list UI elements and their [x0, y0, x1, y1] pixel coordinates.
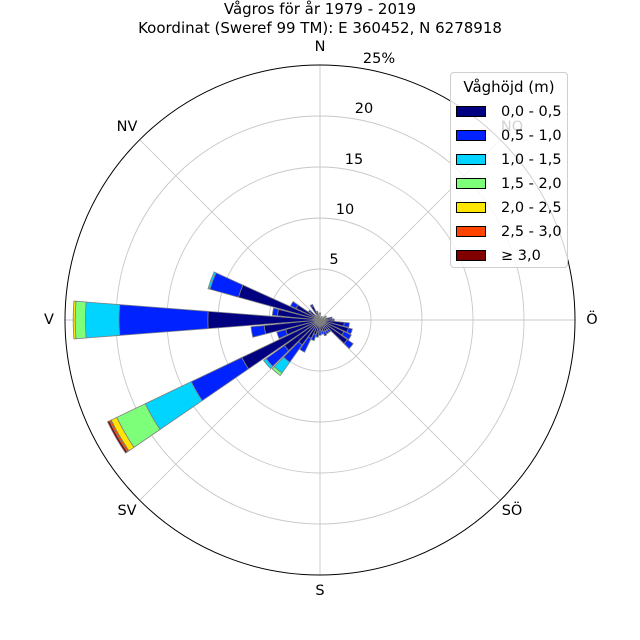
radial-tick-10: 10: [335, 202, 355, 218]
rose-bar-segment: [74, 300, 87, 340]
rose-bar-segment: [343, 321, 350, 328]
legend-label: 0,5 - 1,0: [501, 128, 562, 144]
chart-subtitle: Koordinat (Sweref 99 TM): E 360452, N 62…: [138, 19, 502, 37]
rose-bar-segment: [299, 336, 312, 353]
rose-bar-segment: [322, 330, 328, 337]
rose-bars: [72, 271, 354, 454]
rose-bar-segment: [324, 315, 327, 318]
rose-bar-segment: [207, 271, 217, 290]
legend-swatch: [456, 178, 486, 189]
direction-label-o: Ö: [586, 312, 598, 328]
rose-bar-segment: [319, 315, 323, 321]
radial-tick-20: 20: [354, 101, 374, 117]
grid-spoke: [139, 319, 321, 501]
legend-label: 2,5 - 3,0: [501, 224, 562, 240]
rose-bar-segment: [343, 339, 354, 350]
rose-bar-segment: [271, 366, 283, 377]
grid-spoke: [319, 319, 501, 501]
rose-bar-segment: [331, 318, 335, 322]
rose-bar-segment: [84, 301, 121, 339]
rose-bar-segment: [307, 309, 312, 314]
legend-title: Våghöjd (m): [463, 78, 555, 96]
direction-label-n: N: [314, 39, 326, 55]
legend-swatch: [456, 202, 486, 213]
rose-bar-segment: [290, 301, 299, 310]
direction-label-nv: NV: [116, 119, 138, 135]
rose-bar-segment: [319, 312, 321, 315]
legend-label: ≥ 3,0: [501, 248, 541, 264]
legend-swatch: [456, 226, 486, 237]
legend-swatch: [456, 130, 486, 141]
rose-bar-segment: [190, 356, 250, 402]
radial-tick-15: 15: [344, 152, 364, 168]
rose-bar-segment: [315, 310, 319, 314]
chart-title: Vågros för år 1979 - 2019: [223, 0, 417, 18]
rose-bar-segment: [72, 300, 77, 340]
rose-bar-segment: [320, 330, 325, 335]
legend: Våghöjd (m) 0,0 - 0,5 0,5 - 1,0 1,0 - 1,…: [450, 72, 568, 268]
direction-label-sv: SV: [117, 503, 137, 519]
legend-label: 2,0 - 2,5: [501, 200, 562, 216]
grid-spoke: [139, 139, 321, 321]
rose-bar-segment: [250, 325, 267, 338]
legend-label: 1,0 - 1,5: [501, 152, 562, 168]
direction-label-s: S: [315, 583, 325, 599]
rose-bar-segment: [209, 272, 244, 298]
direction-label-v: V: [44, 312, 54, 328]
direction-label-so: SÖ: [501, 503, 523, 519]
rose-bar-segment: [276, 329, 289, 340]
rose-bar-segment: [309, 303, 314, 308]
legend-swatch: [456, 154, 486, 165]
rose-bar-segment: [346, 327, 353, 335]
rose-bar-segment: [118, 304, 209, 336]
radial-tick-25: 25%: [362, 51, 396, 67]
rose-bar-segment: [310, 333, 317, 342]
rose-bar-segment: [271, 307, 279, 317]
rose-bar-segment: [341, 330, 352, 341]
outer-circle: [64, 64, 576, 576]
legend-swatch: [456, 106, 486, 117]
radial-tick-5: 5: [329, 252, 339, 268]
legend-label: 1,5 - 2,0: [501, 176, 562, 192]
legend-swatch: [456, 250, 486, 261]
rose-bar-segment: [106, 420, 128, 454]
legend-label: 0,0 - 0,5: [501, 104, 562, 120]
rose-bar-segment: [263, 358, 274, 370]
